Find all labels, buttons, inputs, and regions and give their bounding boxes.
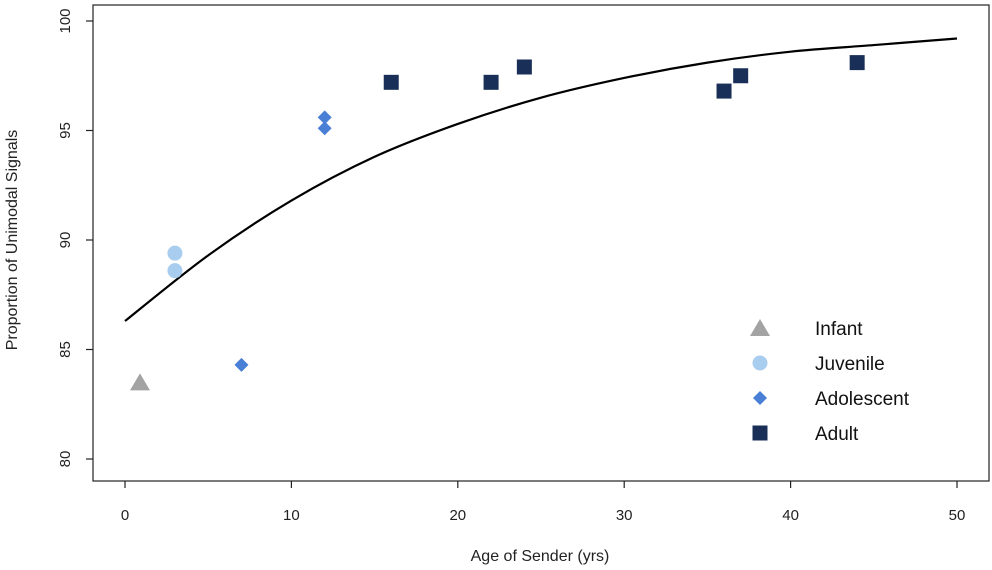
legend-marker-juvenile [752,355,768,371]
y-tick-label: 85 [57,341,74,358]
adolescent-point [317,121,332,136]
x-axis-title: Age of Sender (yrs) [471,548,610,565]
x-tick-label: 0 [121,507,129,524]
adolescent-point [234,357,249,372]
legend-label-juvenile: Juvenile [815,354,885,375]
y-axis-title: Proportion of Unimodal Signals [4,130,21,351]
x-tick-label: 20 [449,507,466,524]
plot-frame [92,4,990,482]
legend-marker-adult [752,425,768,441]
legend-marker-adolescent [753,391,767,405]
x-axis: 0 10 20 30 40 50 [121,481,966,524]
data-points [129,55,865,391]
infant-point [129,373,150,391]
fit-curve-line [124,37,958,322]
legend-label-infant: Infant [815,319,863,340]
legend-label-adult: Adult [815,424,859,445]
adolescent-point [317,110,332,125]
adult-point [516,59,532,75]
x-tick-label: 10 [283,507,300,524]
x-tick-label: 30 [616,507,633,524]
legend-label-adolescent: Adolescent [815,389,910,410]
legend: Infant Juvenile Adolescent Adult [750,319,910,445]
adult-point [716,83,732,99]
y-tick-label: 90 [57,232,74,249]
y-tick-label: 100 [57,8,74,33]
y-tick-label: 80 [57,451,74,468]
x-tick-label: 50 [949,507,966,524]
x-tick-label: 40 [782,507,799,524]
adult-point [733,68,749,84]
adult-point [849,55,865,71]
legend-marker-infant [750,319,770,336]
y-axis: 80 85 90 95 100 [57,8,93,467]
juvenile-point [167,263,183,279]
adult-point [483,74,499,90]
juvenile-point [167,245,183,261]
adult-point [383,74,399,90]
y-tick-label: 95 [57,122,74,139]
